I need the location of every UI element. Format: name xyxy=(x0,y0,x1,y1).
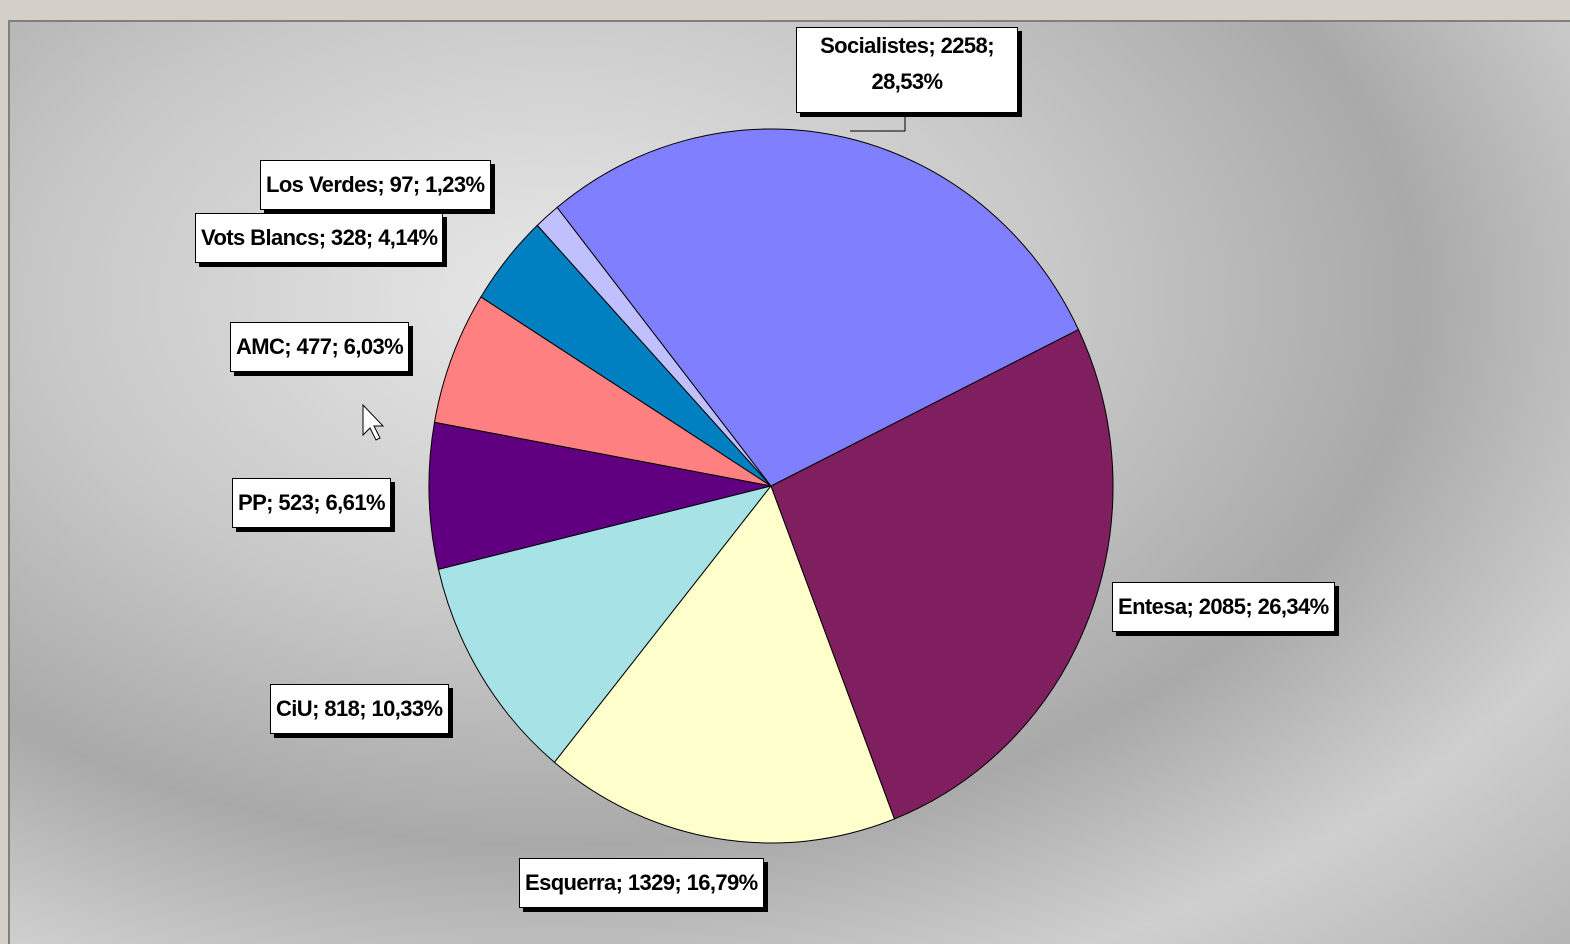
data-label: PP; 523; 6,61% xyxy=(232,478,391,528)
data-label: AMC; 477; 6,03% xyxy=(230,322,410,372)
data-label: Socialistes; 2258; 28,53% xyxy=(796,27,1018,113)
data-label: Entesa; 2085; 26,34% xyxy=(1112,582,1335,632)
pie-slice xyxy=(553,484,896,844)
data-label: Los Verdes; 97; 1,23% xyxy=(260,160,491,210)
pie-slice xyxy=(556,128,1080,487)
data-label: CiU; 818; 10,33% xyxy=(270,684,449,734)
pie-slice xyxy=(437,485,773,764)
leader-line xyxy=(850,113,906,132)
mouse-cursor xyxy=(362,403,385,441)
pie-slice xyxy=(433,296,772,487)
data-label: Vots Blancs; 328; 4,14% xyxy=(195,213,444,263)
pie-slice xyxy=(770,328,1114,820)
pie-slice xyxy=(428,421,772,571)
data-label: Esquerra; 1329; 16,79% xyxy=(519,858,764,908)
